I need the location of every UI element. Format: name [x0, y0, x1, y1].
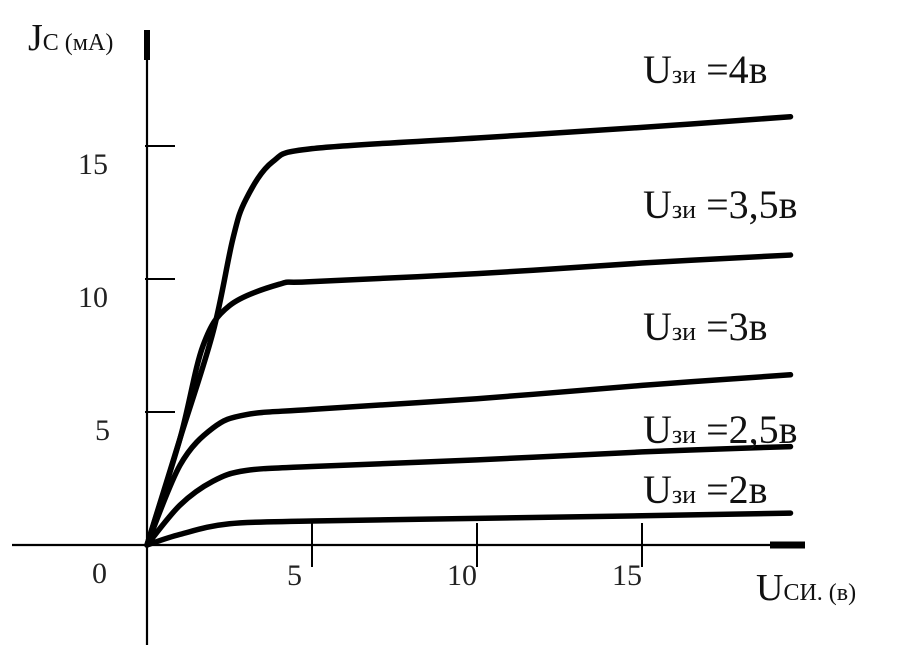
y-tick-label: 10 — [78, 281, 108, 314]
series-label-suffix: =2,5в — [696, 407, 797, 452]
series-label-suffix: =2в — [696, 467, 767, 512]
series-line — [144, 510, 794, 548]
x-tick-label: 15 — [612, 559, 642, 592]
x-axis-label-sub: СИ. (в) — [783, 580, 856, 606]
series-label-sub: зи — [672, 480, 696, 509]
x-axis-label-main: U — [756, 567, 783, 609]
x-tick-label: 5 — [287, 559, 302, 592]
ticks: 5 10 15 5 10 15 — [78, 145, 643, 592]
x-axis-label: UСИ. (в) — [756, 567, 856, 609]
x-tick-label: 10 — [447, 559, 477, 592]
series-label: Uзи =2,5в — [643, 407, 798, 452]
series-label-suffix: =4в — [696, 47, 767, 92]
y-tick-label: 5 — [95, 414, 110, 447]
series-label-sub: зи — [672, 420, 696, 449]
origin-label: 0 — [92, 557, 107, 590]
series-line — [144, 372, 794, 548]
series-label: Uзи =3в — [643, 304, 768, 349]
series-line — [144, 443, 794, 548]
series-label: Uзи =4в — [643, 47, 768, 92]
series-label-main: U — [643, 407, 672, 452]
y-axis-label-sub: С (мА) — [43, 30, 114, 56]
series-label-sub: зи — [672, 60, 696, 89]
y-tick-label: 15 — [78, 148, 108, 181]
series-label-sub: зи — [672, 195, 696, 224]
series-label-suffix: =3в — [696, 304, 767, 349]
series-label: Uзи =3,5в — [643, 182, 798, 227]
series-label-sub: зи — [672, 317, 696, 346]
series-label-main: U — [643, 467, 672, 512]
series-line — [144, 113, 794, 548]
series-label: Uзи =2в — [643, 467, 768, 512]
curves — [144, 113, 794, 548]
y-axis-label-main: J — [28, 17, 43, 59]
series-label-main: U — [643, 304, 672, 349]
series-label-main: U — [643, 182, 672, 227]
y-axis-label: JС (мА) — [28, 17, 113, 59]
series-label-suffix: =3,5в — [696, 182, 797, 227]
series-label-main: U — [643, 47, 672, 92]
